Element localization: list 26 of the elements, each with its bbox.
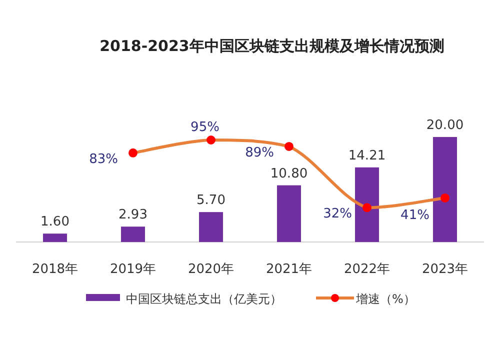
bar <box>199 212 223 242</box>
data-label: 1.60 <box>40 214 70 230</box>
data-label: 89% <box>245 145 274 160</box>
data-label: 95% <box>190 120 220 135</box>
bar <box>277 185 301 242</box>
data-label: 10.80 <box>270 166 308 182</box>
data-label: 41% <box>400 208 430 223</box>
x-tick-label: 2018年 <box>32 262 78 277</box>
x-tick-label: 2022年 <box>344 262 390 277</box>
bar <box>121 226 145 242</box>
x-tick-label: 2021年 <box>266 262 312 277</box>
data-label: 14.21 <box>348 148 386 164</box>
data-label: 83% <box>89 152 118 167</box>
x-tick-label: 2023年 <box>422 262 468 277</box>
x-tick-label: 2019年 <box>110 262 156 277</box>
data-label: 32% <box>323 206 352 222</box>
legend-label: 增速（%） <box>355 292 416 306</box>
data-label: 2.93 <box>118 208 148 223</box>
data-label: 20.00 <box>426 118 464 133</box>
data-label: 5.70 <box>196 193 226 208</box>
bar <box>43 234 67 242</box>
bar <box>433 137 457 242</box>
legend-label: 中国区块链总支出（亿美元） <box>126 292 282 306</box>
x-tick-label: 2020年 <box>188 262 234 277</box>
bar <box>355 167 379 242</box>
chart-title: 2018-2023年中国区块链支出规模及增长情况预测 <box>100 37 444 55</box>
